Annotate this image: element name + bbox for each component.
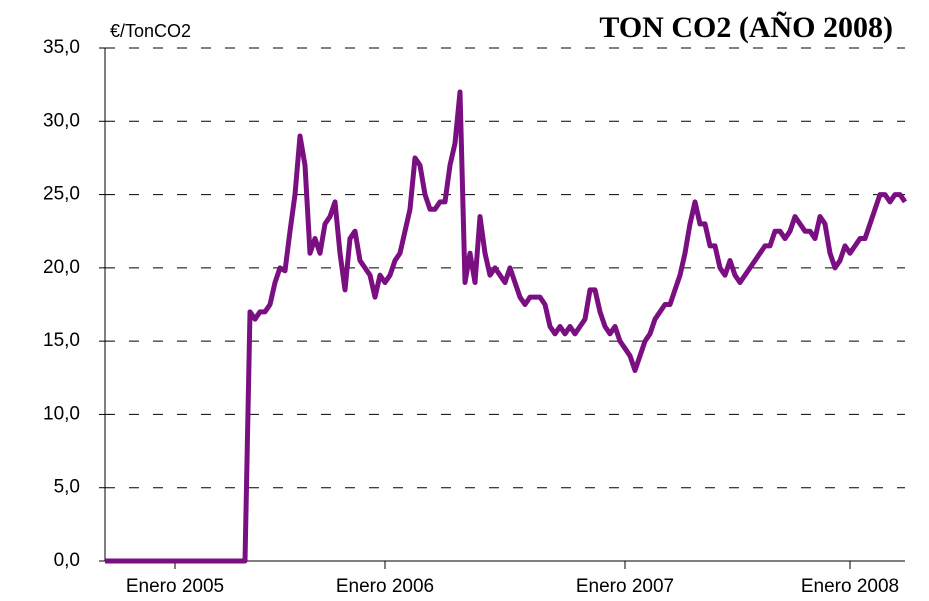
y-tick-label: 5,0 xyxy=(54,477,80,498)
y-tick-label: 10,0 xyxy=(43,403,80,424)
x-tick-label: Enero 2008 xyxy=(801,576,899,597)
chart-title: TON CO2 (AÑO 2008) xyxy=(599,11,893,44)
x-tick-label: Enero 2005 xyxy=(126,576,224,597)
y-tick-label: 0,0 xyxy=(54,550,80,571)
x-tick-label: Enero 2007 xyxy=(576,576,674,597)
line-series xyxy=(105,89,908,564)
y-axis-label: €/TonCO2 xyxy=(110,21,191,41)
y-tick-label: 25,0 xyxy=(43,184,80,205)
y-tick-label: 15,0 xyxy=(43,330,80,351)
y-tick-label: 20,0 xyxy=(43,257,80,278)
y-tick-label: 30,0 xyxy=(43,110,80,131)
y-tick-label: 35,0 xyxy=(43,37,80,58)
x-tick-label: Enero 2006 xyxy=(336,576,434,597)
